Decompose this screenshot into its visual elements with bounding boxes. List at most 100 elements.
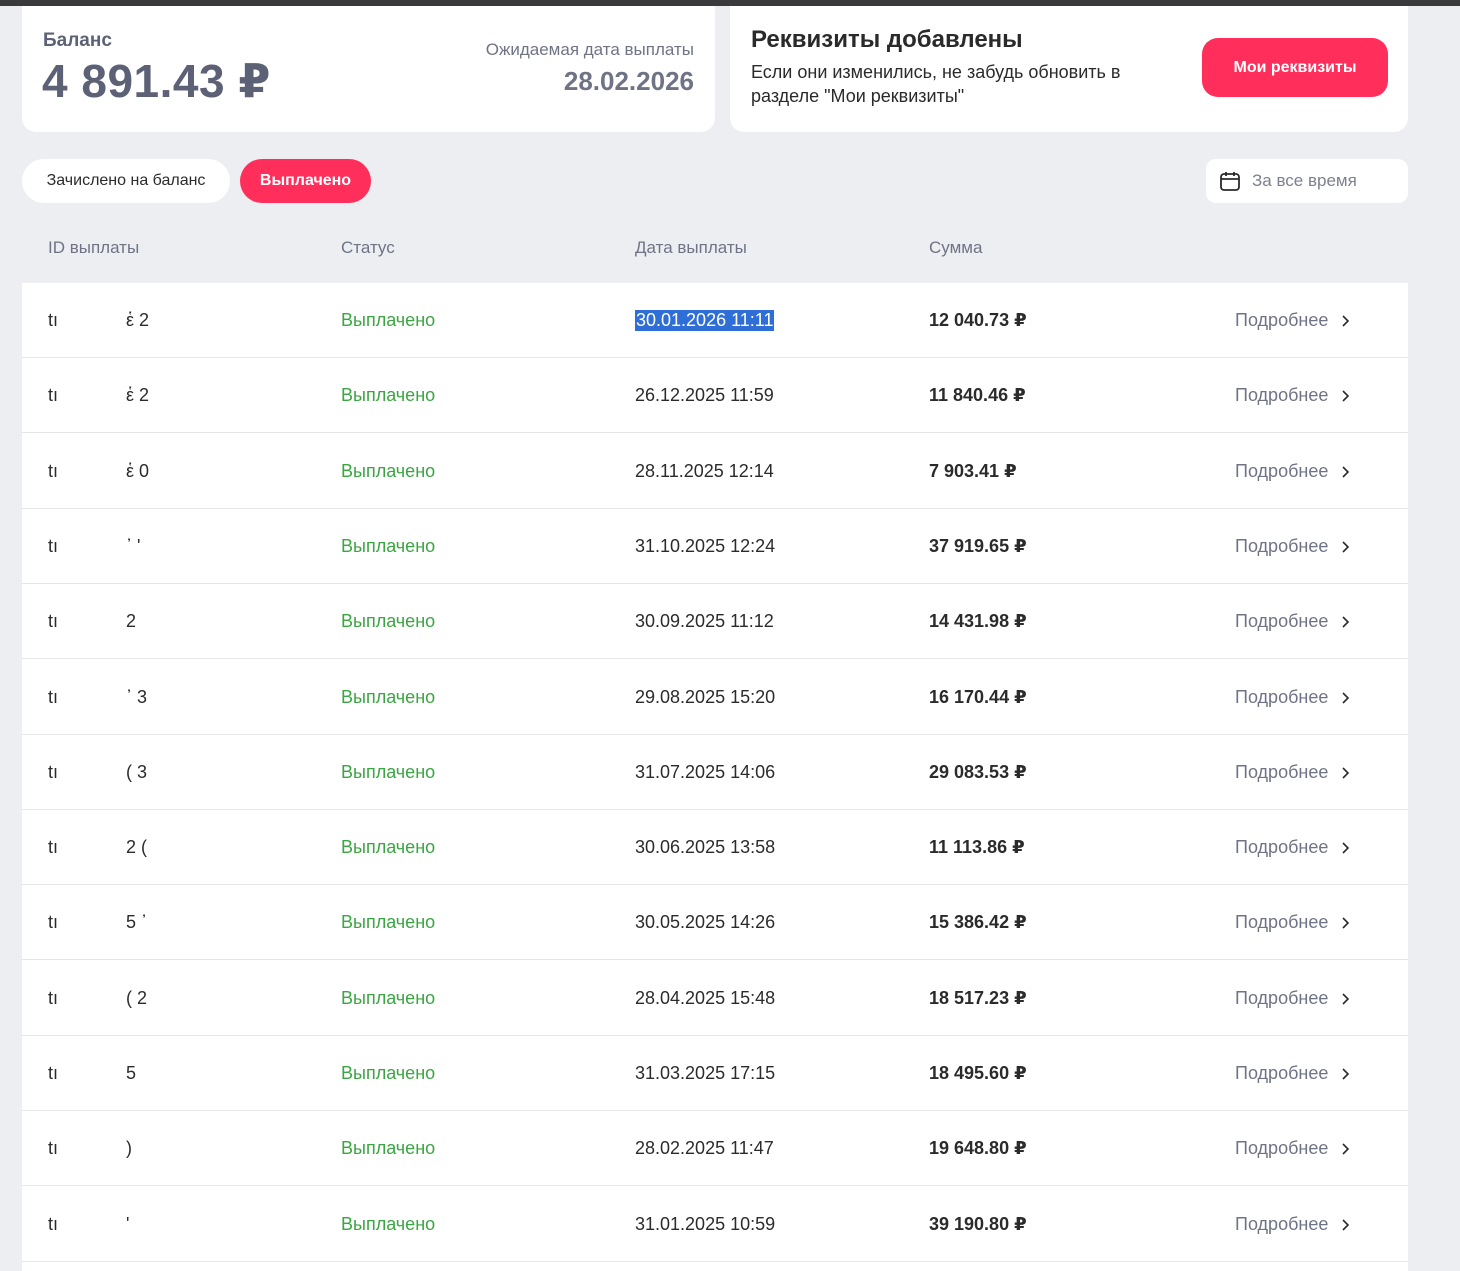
chevron-right-icon [1336, 839, 1354, 857]
payout-date: 31.01.2025 10:59 [635, 1187, 775, 1262]
payout-id: tı ( 2 [48, 961, 147, 1036]
details-link-label: Подробнее [1235, 310, 1329, 330]
details-link-label: Подробнее [1235, 461, 1329, 481]
details-link[interactable]: Подробнее [1235, 1036, 1354, 1111]
table-row[interactable]: tı ἑ 2 Выплачено 30.01.2026 11:11 12 040… [22, 283, 1408, 358]
payout-id-prefix: tı [48, 912, 59, 932]
payout-id-prefix: tı [48, 611, 59, 631]
table-row[interactable]: tı ἑ 0 Выплачено 28.11.2025 12:14 7 903.… [22, 434, 1408, 509]
payout-date: 26.12.2025 11:59 [635, 358, 774, 433]
details-link-label: Подробнее [1235, 762, 1329, 782]
payout-date: 28.04.2025 15:48 [635, 961, 775, 1036]
payout-status: Выплачено [341, 687, 436, 707]
payout-amount: 19 648.80 ₽ [929, 1138, 1027, 1158]
payout-id-tail: 2 ( [126, 837, 148, 857]
table-row[interactable]: tı 2 Выплачено 30.09.2025 11:12 14 431.9… [22, 584, 1408, 659]
payout-id-tail: ἑ 2 [126, 385, 150, 405]
payout-date: 31.10.2025 12:24 [635, 509, 775, 584]
payout-date-text: 31.10.2025 12:24 [635, 536, 776, 556]
details-link[interactable]: Подробнее [1235, 810, 1354, 885]
details-link[interactable]: Подробнее [1235, 1111, 1354, 1186]
requisites-text: Если они изменились, не забудь обновить … [751, 62, 1121, 106]
payout-id-tail: 5 ᾿ [126, 912, 148, 932]
column-header-status: Статус [341, 238, 395, 257]
table-row[interactable]: tı 5 ᾿ Выплачено 30.05.2025 14:26 15 386… [22, 885, 1408, 960]
payout-id-tail: 5 [126, 1063, 137, 1083]
payout-id-tail: ' [126, 1214, 130, 1234]
details-link[interactable]: Подробнее [1235, 283, 1354, 358]
table-row[interactable]: tı ( 3 Выплачено 31.07.2025 14:06 29 083… [22, 735, 1408, 810]
payout-id-prefix: tı [48, 385, 59, 405]
chevron-right-icon [1336, 387, 1354, 405]
payout-id-prefix: tı [48, 762, 59, 782]
details-link-label: Подробнее [1235, 611, 1329, 631]
table-row[interactable]: tı ἑ 2 Выплачено 26.12.2025 11:59 11 840… [22, 358, 1408, 433]
table-row[interactable]: tı 5 Выплачено 31.03.2025 17:15 18 495.6… [22, 1036, 1408, 1111]
payout-amount: 39 190.80 ₽ [929, 1214, 1027, 1234]
date-range-filter[interactable]: За все время [1206, 159, 1408, 203]
table-row[interactable]: tı 2 ( Выплачено 30.06.2025 13:58 11 113… [22, 810, 1408, 885]
balance-label: Баланс [43, 30, 112, 51]
payout-id-tail: 2 [126, 611, 137, 631]
payout-id-tail: ἑ 0 [126, 461, 150, 481]
payout-amount: 11 840.46 ₽ [929, 385, 1026, 405]
redacted-id-mask [64, 989, 126, 1009]
payouts-table: tı ἑ 2 Выплачено 30.01.2026 11:11 12 040… [22, 283, 1408, 1271]
payout-status: Выплачено [341, 461, 436, 481]
requisites-title: Реквизиты добавлены [751, 26, 1023, 53]
details-link[interactable]: Подробнее [1235, 434, 1354, 509]
chevron-right-icon [1336, 463, 1354, 481]
details-link[interactable]: Подробнее [1235, 885, 1354, 960]
details-link[interactable]: Подробнее [1235, 1187, 1354, 1262]
payout-date-text: 28.04.2025 15:48 [635, 988, 776, 1008]
my-requisites-button[interactable]: Мои реквизиты [1202, 38, 1388, 97]
table-row[interactable]: tı ᾽ ' Выплачено 31.10.2025 12:24 37 919… [22, 509, 1408, 584]
details-link-label: Подробнее [1235, 385, 1329, 405]
filter-credited-chip[interactable]: Зачислено на баланс [22, 159, 230, 203]
payout-date: 30.01.2026 11:11 [635, 283, 775, 358]
details-link[interactable]: Подробнее [1235, 961, 1354, 1036]
filter-paid-chip[interactable]: Выплачено [240, 159, 371, 203]
payout-status: Выплачено [341, 310, 436, 330]
details-link-label: Подробнее [1235, 1138, 1329, 1158]
details-link-label: Подробнее [1235, 988, 1329, 1008]
calendar-icon [1218, 169, 1242, 193]
redacted-id-mask [64, 1064, 126, 1084]
payout-id-prefix: tı [48, 461, 59, 481]
table-row[interactable]: tı ( 2 Выплачено 28.04.2025 15:48 18 517… [22, 961, 1408, 1036]
payout-date-text: 31.01.2025 10:59 [635, 1214, 776, 1234]
payout-date: 28.11.2025 12:14 [635, 434, 774, 509]
payout-amount: 7 903.41 ₽ [929, 461, 1017, 481]
details-link[interactable]: Подробнее [1235, 584, 1354, 659]
payout-date: 30.05.2025 14:26 [635, 885, 775, 960]
payout-id-tail: ᾽ ' [126, 536, 141, 556]
balance-value: 4 891.43 ₽ [42, 55, 271, 107]
payout-amount: 11 113.86 ₽ [929, 837, 1025, 857]
details-link-label: Подробнее [1235, 536, 1329, 556]
payout-status: Выплачено [341, 1138, 436, 1158]
requisites-card: Реквизиты добавлены Если они изменились,… [730, 6, 1408, 132]
payout-status: Выплачено [341, 837, 436, 857]
details-link[interactable]: Подробнее [1235, 660, 1354, 735]
chevron-right-icon [1336, 613, 1354, 631]
table-row[interactable]: tı ' Выплачено 31.01.2025 10:59 39 190.8… [22, 1187, 1408, 1262]
payout-date: 30.06.2025 13:58 [635, 810, 775, 885]
payout-id-prefix: tı [48, 1138, 59, 1158]
payout-id-prefix: tı [48, 1214, 59, 1234]
window-top-bar [0, 0, 1460, 6]
table-row[interactable]: tı ) Выплачено 28.02.2025 11:47 19 648.8… [22, 1111, 1408, 1186]
redacted-id-mask [64, 612, 126, 632]
chevron-right-icon [1336, 538, 1354, 556]
details-link-label: Подробнее [1235, 912, 1329, 932]
details-link[interactable]: Подробнее [1235, 735, 1354, 810]
column-header-date: Дата выплаты [635, 238, 747, 257]
payout-id: tı ) [48, 1111, 132, 1186]
payout-status: Выплачено [341, 1063, 436, 1083]
details-link-label: Подробнее [1235, 687, 1329, 707]
table-row[interactable]: tı ᾿ 3 Выплачено 29.08.2025 15:20 16 170… [22, 660, 1408, 735]
payout-id: tı ἑ 2 [48, 283, 149, 358]
details-link-label: Подробнее [1235, 1063, 1329, 1083]
details-link[interactable]: Подробнее [1235, 509, 1354, 584]
chevron-right-icon [1336, 990, 1354, 1008]
details-link[interactable]: Подробнее [1235, 358, 1354, 433]
